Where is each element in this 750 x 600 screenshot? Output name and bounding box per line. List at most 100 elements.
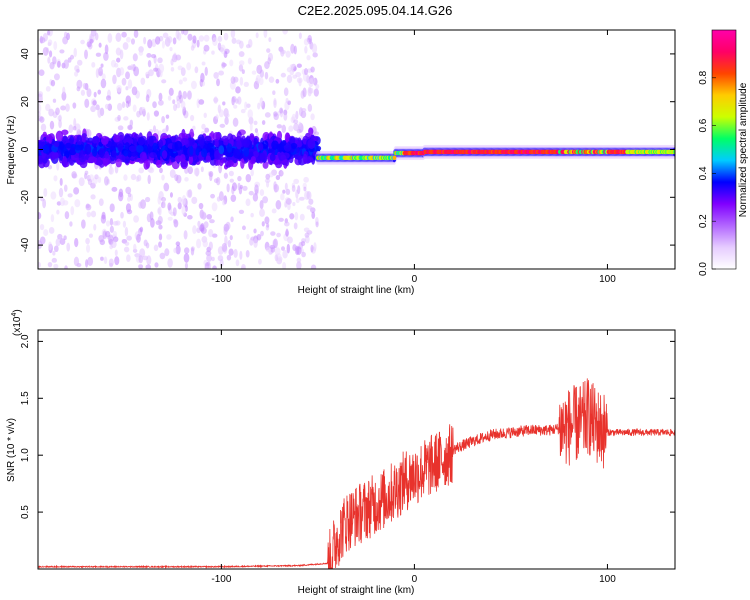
- spectrogram-noise-cell: [127, 124, 133, 131]
- spectrogram-noise-cell: [295, 110, 299, 120]
- spectrogram-noise-cell: [53, 263, 59, 269]
- snr-x-axis-label: Height of straight line (km): [298, 585, 415, 596]
- spectrogram-noise-cell: [161, 174, 165, 181]
- spectrogram-noise-band-cell: [137, 136, 145, 146]
- spectrogram-noise-cell: [247, 109, 254, 119]
- spectrogram-noise-cell: [242, 185, 248, 191]
- spectrogram-noise-cell: [206, 254, 212, 262]
- spectrogram-noise-cell: [81, 219, 86, 229]
- spectrogram-noise-cell: [282, 262, 287, 269]
- spectrogram-noise-cell: [46, 30, 51, 36]
- spectrogram-noise-cell: [47, 164, 53, 170]
- spectrogram-noise-cell: [146, 53, 152, 58]
- spectrogram-noise-cell: [229, 178, 234, 183]
- spectrogram-noise-cell: [110, 240, 117, 249]
- spectrogram-noise-cell: [47, 39, 53, 46]
- spectrogram-y-tick-label: 0: [20, 146, 31, 152]
- spectrogram-noise-cell: [38, 111, 41, 117]
- spectrogram-noise-band-cell: [212, 131, 221, 142]
- spectrogram-noise-cell: [63, 235, 67, 241]
- spectrogram-noise-cell: [73, 187, 80, 195]
- spectrogram-noise-band-cell: [123, 150, 129, 157]
- spectrogram-noise-cell: [203, 221, 209, 229]
- spectrogram-noise-cell: [124, 241, 130, 246]
- spectrogram-noise-cell: [265, 247, 272, 253]
- spectrogram-noise-cell: [259, 208, 265, 217]
- spectrogram-noise-cell: [241, 69, 245, 74]
- spectrogram-noise-cell: [238, 51, 245, 57]
- spectrogram-noise-cell: [303, 186, 307, 192]
- spectrogram-noise-cell: [183, 230, 188, 240]
- spectrogram-noise-cell: [238, 64, 244, 72]
- spectrogram-noise-cell: [91, 61, 96, 68]
- spectrogram-noise-cell: [158, 241, 162, 248]
- colorbar-tick-label: 0.4: [698, 166, 709, 180]
- spectrogram-noise-cell: [157, 195, 162, 205]
- spectrogram-noise-cell: [98, 198, 104, 206]
- spectrogram-noise-cell: [297, 185, 301, 195]
- spectrogram-noise-cell: [205, 265, 211, 269]
- spectrogram-noise-cell: [310, 66, 315, 73]
- spectrogram-noise-band-cell: [111, 150, 117, 158]
- spectrogram-noise-cell: [95, 68, 100, 79]
- spectrogram-noise-band-cell: [143, 160, 150, 170]
- spectrogram-noise-cell: [175, 241, 181, 247]
- spectrogram-noise-band-cell: [269, 153, 276, 162]
- spectrogram-noise-band-cell: [149, 151, 157, 159]
- colorbar-tick-label: 0.6: [698, 118, 709, 132]
- spectrogram-noise-cell: [53, 245, 59, 253]
- spectrogram-noise-cell: [303, 68, 309, 76]
- spectrogram-noise-cell: [292, 244, 297, 251]
- spectrogram-noise-cell: [178, 90, 182, 100]
- spectrogram-noise-cell: [273, 111, 278, 117]
- spectrogram-noise-cell: [67, 193, 73, 198]
- spectrogram-noise-cell: [90, 210, 97, 218]
- spectrogram-noise-cell: [295, 71, 302, 78]
- spectrogram-noise-band-cell: [158, 139, 164, 148]
- spectrogram-noise-cell: [226, 254, 232, 261]
- spectrogram-noise-cell: [242, 225, 246, 231]
- spectrogram-noise-cell: [211, 202, 218, 212]
- spectrogram-noise-band-cell: [38, 141, 44, 149]
- spectrogram-noise-cell: [303, 176, 309, 183]
- spectrogram-noise-cell: [67, 57, 72, 63]
- spectrogram-noise-cell: [167, 258, 173, 268]
- spectrogram-noise-cell: [264, 216, 270, 225]
- spectrogram-noise-cell: [38, 93, 43, 104]
- spectrogram-noise-cell: [148, 167, 155, 174]
- spectrogram-noise-band-cell: [201, 148, 208, 158]
- spectrogram-noise-cell: [264, 178, 271, 183]
- spectrogram-noise-cell: [230, 30, 236, 38]
- spectrogram-noise-cell: [157, 207, 161, 214]
- spectrogram-noise-cell: [115, 47, 122, 56]
- spectrogram-noise-cell: [203, 112, 207, 119]
- spectrogram-noise-cell: [85, 244, 91, 253]
- spectrogram-noise-cell: [65, 103, 70, 112]
- spectrogram-noise-band-cell: [257, 142, 264, 151]
- spectrogram-noise-cell: [261, 221, 265, 227]
- colorbar-tick-label: 0.2: [698, 214, 709, 228]
- spectrogram-noise-cell: [282, 250, 288, 259]
- spectrogram-noise-cell: [136, 233, 141, 243]
- spectrogram-noise-cell: [140, 77, 146, 85]
- spectrogram-noise-cell: [98, 234, 105, 243]
- spectrogram-noise-cell: [307, 103, 313, 112]
- spectrogram-noise-band-cell: [284, 132, 290, 143]
- spectrogram-noise-cell: [125, 71, 130, 80]
- spectrogram-noise-band-cell: [197, 134, 205, 146]
- spectrogram-noise-cell: [103, 51, 109, 61]
- spectrogram-noise-cell: [109, 218, 114, 226]
- spectrogram-noise-band-cell: [226, 160, 234, 167]
- spectrogram-noise-cell: [270, 231, 276, 236]
- spectrogram-noise-cell: [239, 40, 244, 49]
- spectrogram-noise-cell: [84, 49, 88, 60]
- spectrogram-noise-band-cell: [117, 143, 124, 152]
- spectrogram-noise-cell: [224, 116, 229, 126]
- spectrogram-noise-cell: [125, 186, 132, 195]
- spectrogram-noise-cell: [181, 205, 186, 216]
- spectrogram-noise-cell: [184, 262, 189, 269]
- spectrogram-noise-cell: [245, 173, 252, 183]
- spectrogram-noise-cell: [70, 205, 75, 216]
- spectrogram-noise-cell: [167, 95, 172, 101]
- spectrogram-noise-cell: [50, 79, 56, 87]
